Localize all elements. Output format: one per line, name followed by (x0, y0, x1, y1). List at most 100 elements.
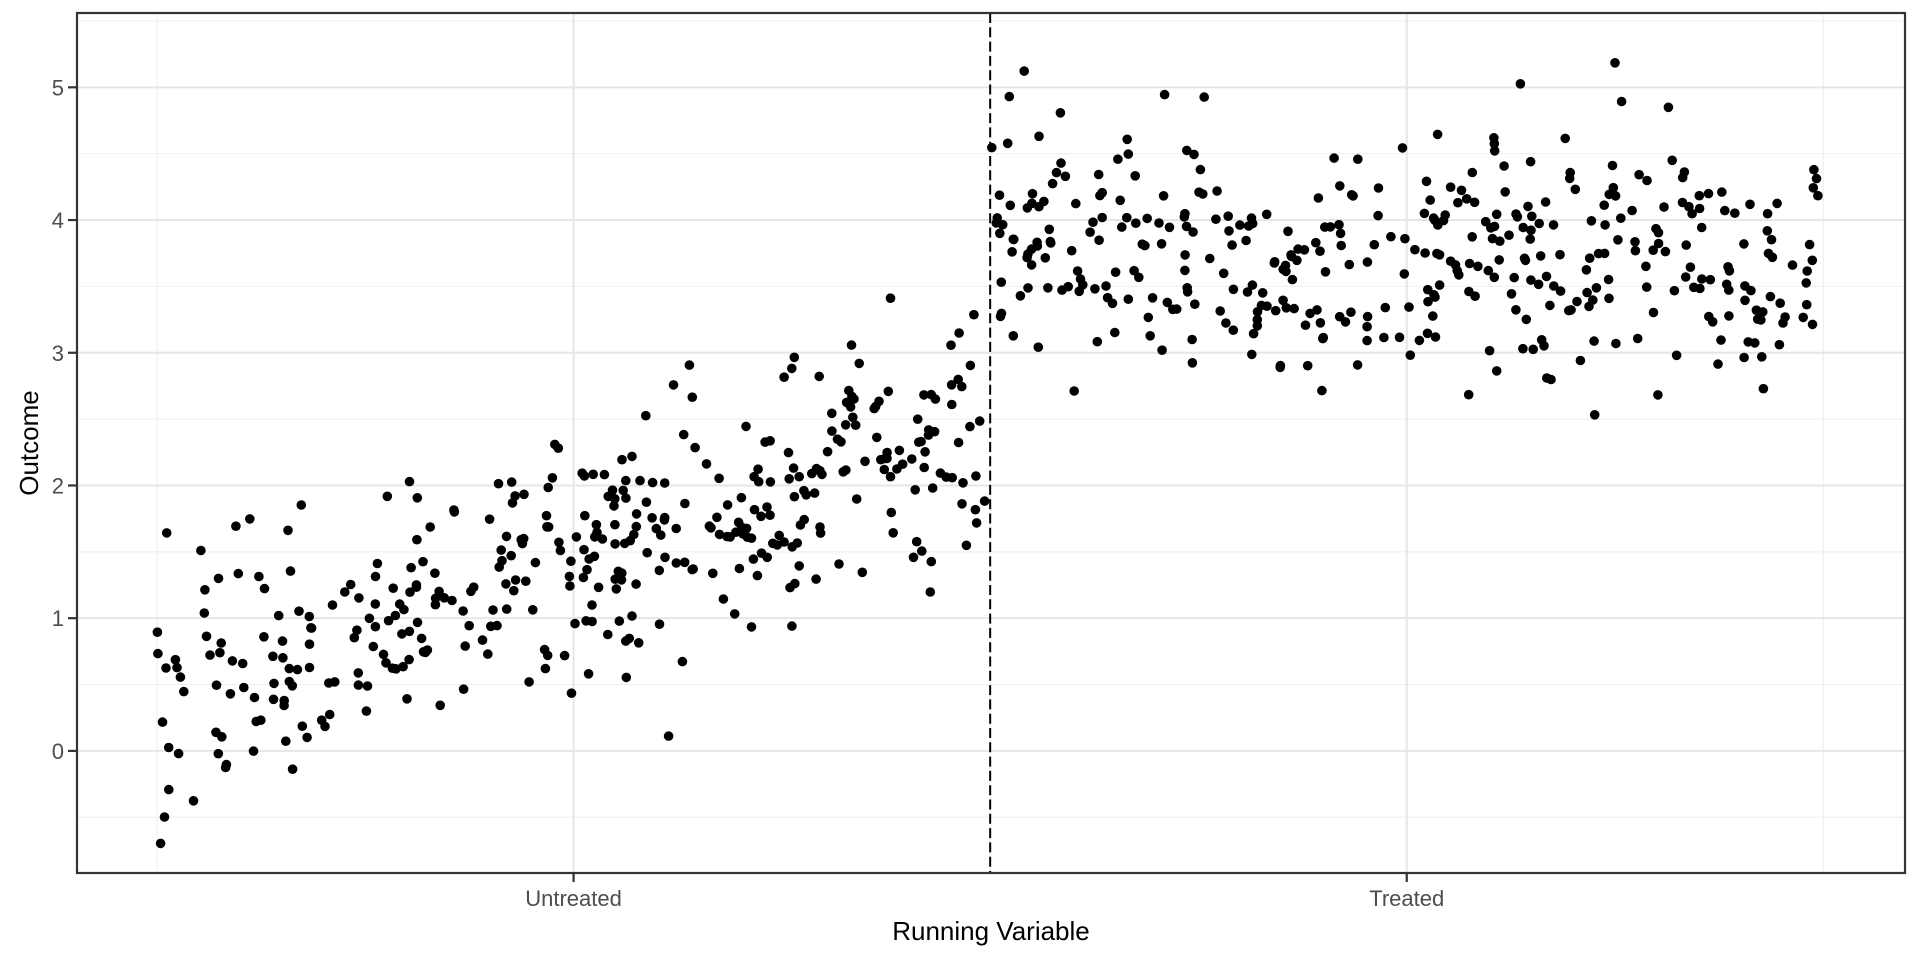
data-point (840, 420, 851, 430)
data-point (811, 574, 821, 584)
data-point (625, 535, 635, 546)
data-point (1278, 295, 1288, 306)
data-point (1404, 302, 1414, 312)
data-point (1252, 314, 1263, 325)
data-point (919, 390, 929, 400)
data-point (1428, 311, 1438, 321)
data-point (1414, 335, 1425, 346)
data-point (161, 663, 171, 673)
data-point (869, 403, 879, 414)
data-point (1518, 343, 1528, 354)
data-point (1679, 167, 1690, 177)
data-point (517, 538, 528, 549)
y-tick-label: 5 (52, 75, 64, 100)
data-point (1589, 410, 1600, 420)
data-point (1289, 303, 1299, 314)
data-point (995, 228, 1005, 239)
data-point (1187, 334, 1197, 345)
data-point (947, 399, 957, 410)
data-point (1445, 182, 1456, 192)
data-point (418, 556, 428, 567)
data-point (1632, 333, 1643, 344)
data-point (1300, 320, 1311, 331)
data-point (477, 635, 488, 645)
data-point (1074, 286, 1084, 297)
data-point (259, 632, 269, 642)
data-point (1043, 283, 1053, 293)
data-point (1420, 248, 1430, 258)
data-point (1526, 225, 1536, 235)
data-point (1669, 285, 1680, 296)
data-point (1335, 228, 1346, 239)
data-point (706, 523, 716, 533)
data-point (364, 613, 375, 624)
data-point (591, 519, 602, 530)
data-point (631, 521, 642, 532)
data-point (173, 748, 184, 759)
data-point (320, 721, 330, 732)
data-point (1697, 274, 1707, 284)
data-point (736, 492, 747, 503)
data-point (1807, 255, 1818, 266)
data-point (1775, 298, 1785, 309)
data-point (1157, 345, 1167, 356)
data-point (946, 380, 957, 390)
data-point (1582, 287, 1592, 298)
y-tick-label: 2 (52, 473, 64, 498)
data-point (1491, 366, 1502, 376)
data-point (554, 537, 564, 548)
data-point (580, 510, 590, 521)
data-point (827, 408, 837, 419)
data-point (153, 648, 163, 659)
data-point (1227, 240, 1237, 250)
data-point (205, 650, 215, 660)
data-point (1534, 218, 1544, 229)
data-point (1432, 248, 1442, 259)
data-point (1122, 134, 1132, 145)
data-point (1046, 238, 1056, 248)
data-point (1110, 327, 1120, 338)
data-point (1616, 213, 1626, 223)
data-point (1724, 311, 1734, 321)
data-point (1056, 158, 1066, 168)
data-point (583, 669, 594, 679)
data-point (196, 545, 206, 556)
data-point (919, 462, 929, 473)
data-point (1641, 282, 1652, 292)
data-point (1450, 260, 1461, 270)
data-point (1422, 328, 1433, 339)
data-point (361, 706, 372, 716)
data-point (1421, 176, 1432, 187)
data-point (1137, 239, 1148, 249)
data-point (1526, 275, 1536, 285)
data-point (748, 554, 759, 564)
data-point (848, 412, 858, 423)
data-point (641, 497, 652, 508)
data-point (663, 731, 674, 741)
data-point (352, 625, 362, 635)
data-point (1093, 169, 1104, 180)
data-point (430, 593, 441, 604)
data-point (1189, 149, 1199, 160)
data-point (627, 451, 637, 462)
data-point (1525, 234, 1535, 244)
data-point (1634, 169, 1644, 180)
data-point (660, 552, 670, 563)
data-point (327, 600, 338, 610)
data-point (404, 654, 414, 665)
data-point (1145, 331, 1155, 341)
data-point (1717, 187, 1727, 197)
data-point (1694, 190, 1705, 201)
data-point (292, 664, 303, 675)
data-point (1564, 173, 1575, 184)
data-point (501, 604, 512, 614)
data-point (1533, 279, 1544, 290)
data-point (566, 688, 577, 698)
data-point (589, 551, 600, 562)
data-point (422, 645, 433, 655)
data-point (179, 686, 189, 697)
data-point (542, 650, 553, 661)
data-point (611, 584, 622, 594)
data-point (1757, 352, 1767, 362)
data-point (1575, 355, 1586, 366)
